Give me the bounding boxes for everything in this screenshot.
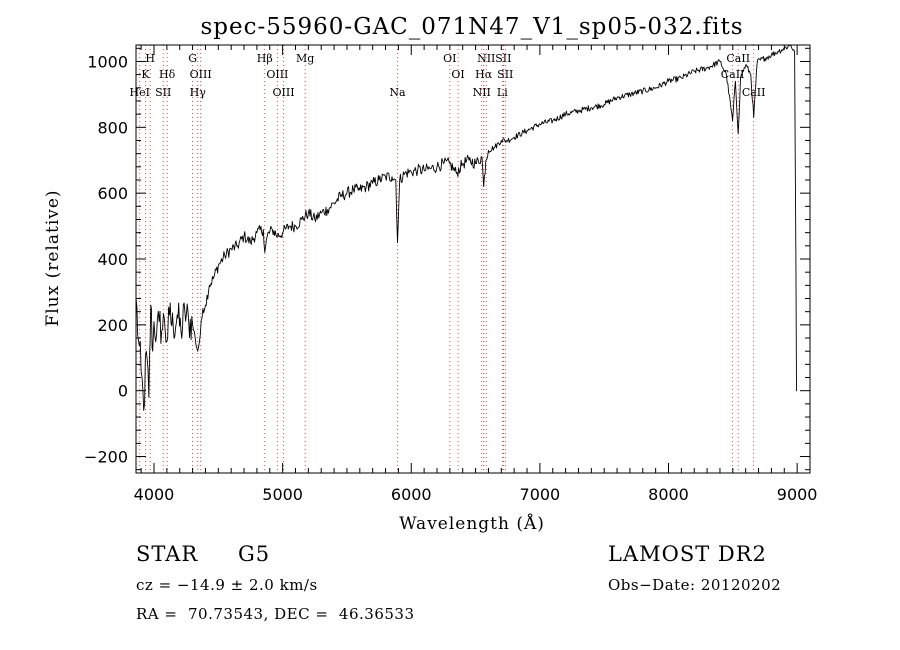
subclass-label: G5	[238, 542, 271, 566]
obs-date-text: Obs−Date: 20120202	[608, 576, 782, 594]
line-label-17: OIII	[266, 68, 288, 81]
y-tick-label-2: 200	[97, 316, 128, 335]
x-tick-labels: 4000 5000 6000 7000 8000 9000	[134, 485, 818, 504]
line-label-21: NII	[477, 52, 495, 65]
line-label-8: OI	[443, 52, 456, 65]
x-tick-label-3: 7000	[520, 485, 561, 504]
class-label: STAR	[136, 542, 199, 566]
line-label-10: Li	[497, 86, 508, 99]
y-tick-label-5: 800	[97, 118, 128, 137]
line-label-19: OI	[451, 68, 464, 81]
line-label-23: SII	[497, 68, 513, 81]
line-label-16: OIII	[190, 68, 212, 81]
line-label-9: Hα	[475, 68, 493, 81]
x-tick-label-0: 4000	[134, 485, 175, 504]
x-tick-label-4: 8000	[648, 485, 689, 504]
survey-label: LAMOST DR2	[608, 542, 767, 566]
line-label-13: CaII	[742, 86, 766, 99]
line-label-20: NII	[473, 86, 491, 99]
y-tick-label-3: 400	[97, 250, 128, 269]
line-label-11: CaII	[726, 52, 750, 65]
line-label-6: Mg	[296, 52, 314, 65]
y-tick-label-6: 1000	[87, 52, 128, 71]
y-tick-labels: −200 0 200 400 600 800 1000	[84, 52, 128, 466]
line-label-4: Hγ	[190, 86, 207, 99]
line-label-22: SII	[495, 52, 511, 65]
spectrum-series	[135, 44, 798, 411]
y-tick-label-4: 600	[97, 184, 128, 203]
x-tick-label-1: 5000	[262, 485, 303, 504]
line-label-7: Na	[389, 86, 406, 99]
y-axis-label: Flux (relative)	[43, 189, 63, 326]
line-label-0: H	[145, 52, 155, 65]
redshift-text: cz = −14.9 ± 2.0 km/s	[136, 576, 318, 594]
line-label-18: OIII	[273, 86, 295, 99]
coordinates-text: RA = 70.73543, DEC = 46.36533	[136, 605, 415, 623]
axis-ticks	[136, 45, 811, 473]
line-label-14: HeI	[130, 86, 150, 99]
x-tick-label-5: 9000	[777, 485, 818, 504]
plot-frame	[135, 44, 811, 474]
x-axis-label: Wavelength (Å)	[399, 513, 545, 534]
line-label-5: Hβ	[257, 52, 273, 65]
line-label-1: K	[141, 68, 150, 81]
x-tick-label-2: 6000	[391, 485, 432, 504]
y-tick-label-0: −200	[84, 448, 128, 467]
spectrum-line-0	[135, 44, 798, 411]
line-label-3: G	[188, 52, 197, 65]
chart-title: spec-55960-GAC_071N47_V1_sp05-032.fits	[200, 14, 743, 40]
line-label-15: SII	[155, 86, 171, 99]
line-label-2: Hδ	[159, 68, 176, 81]
y-tick-label-1: 0	[118, 382, 128, 401]
